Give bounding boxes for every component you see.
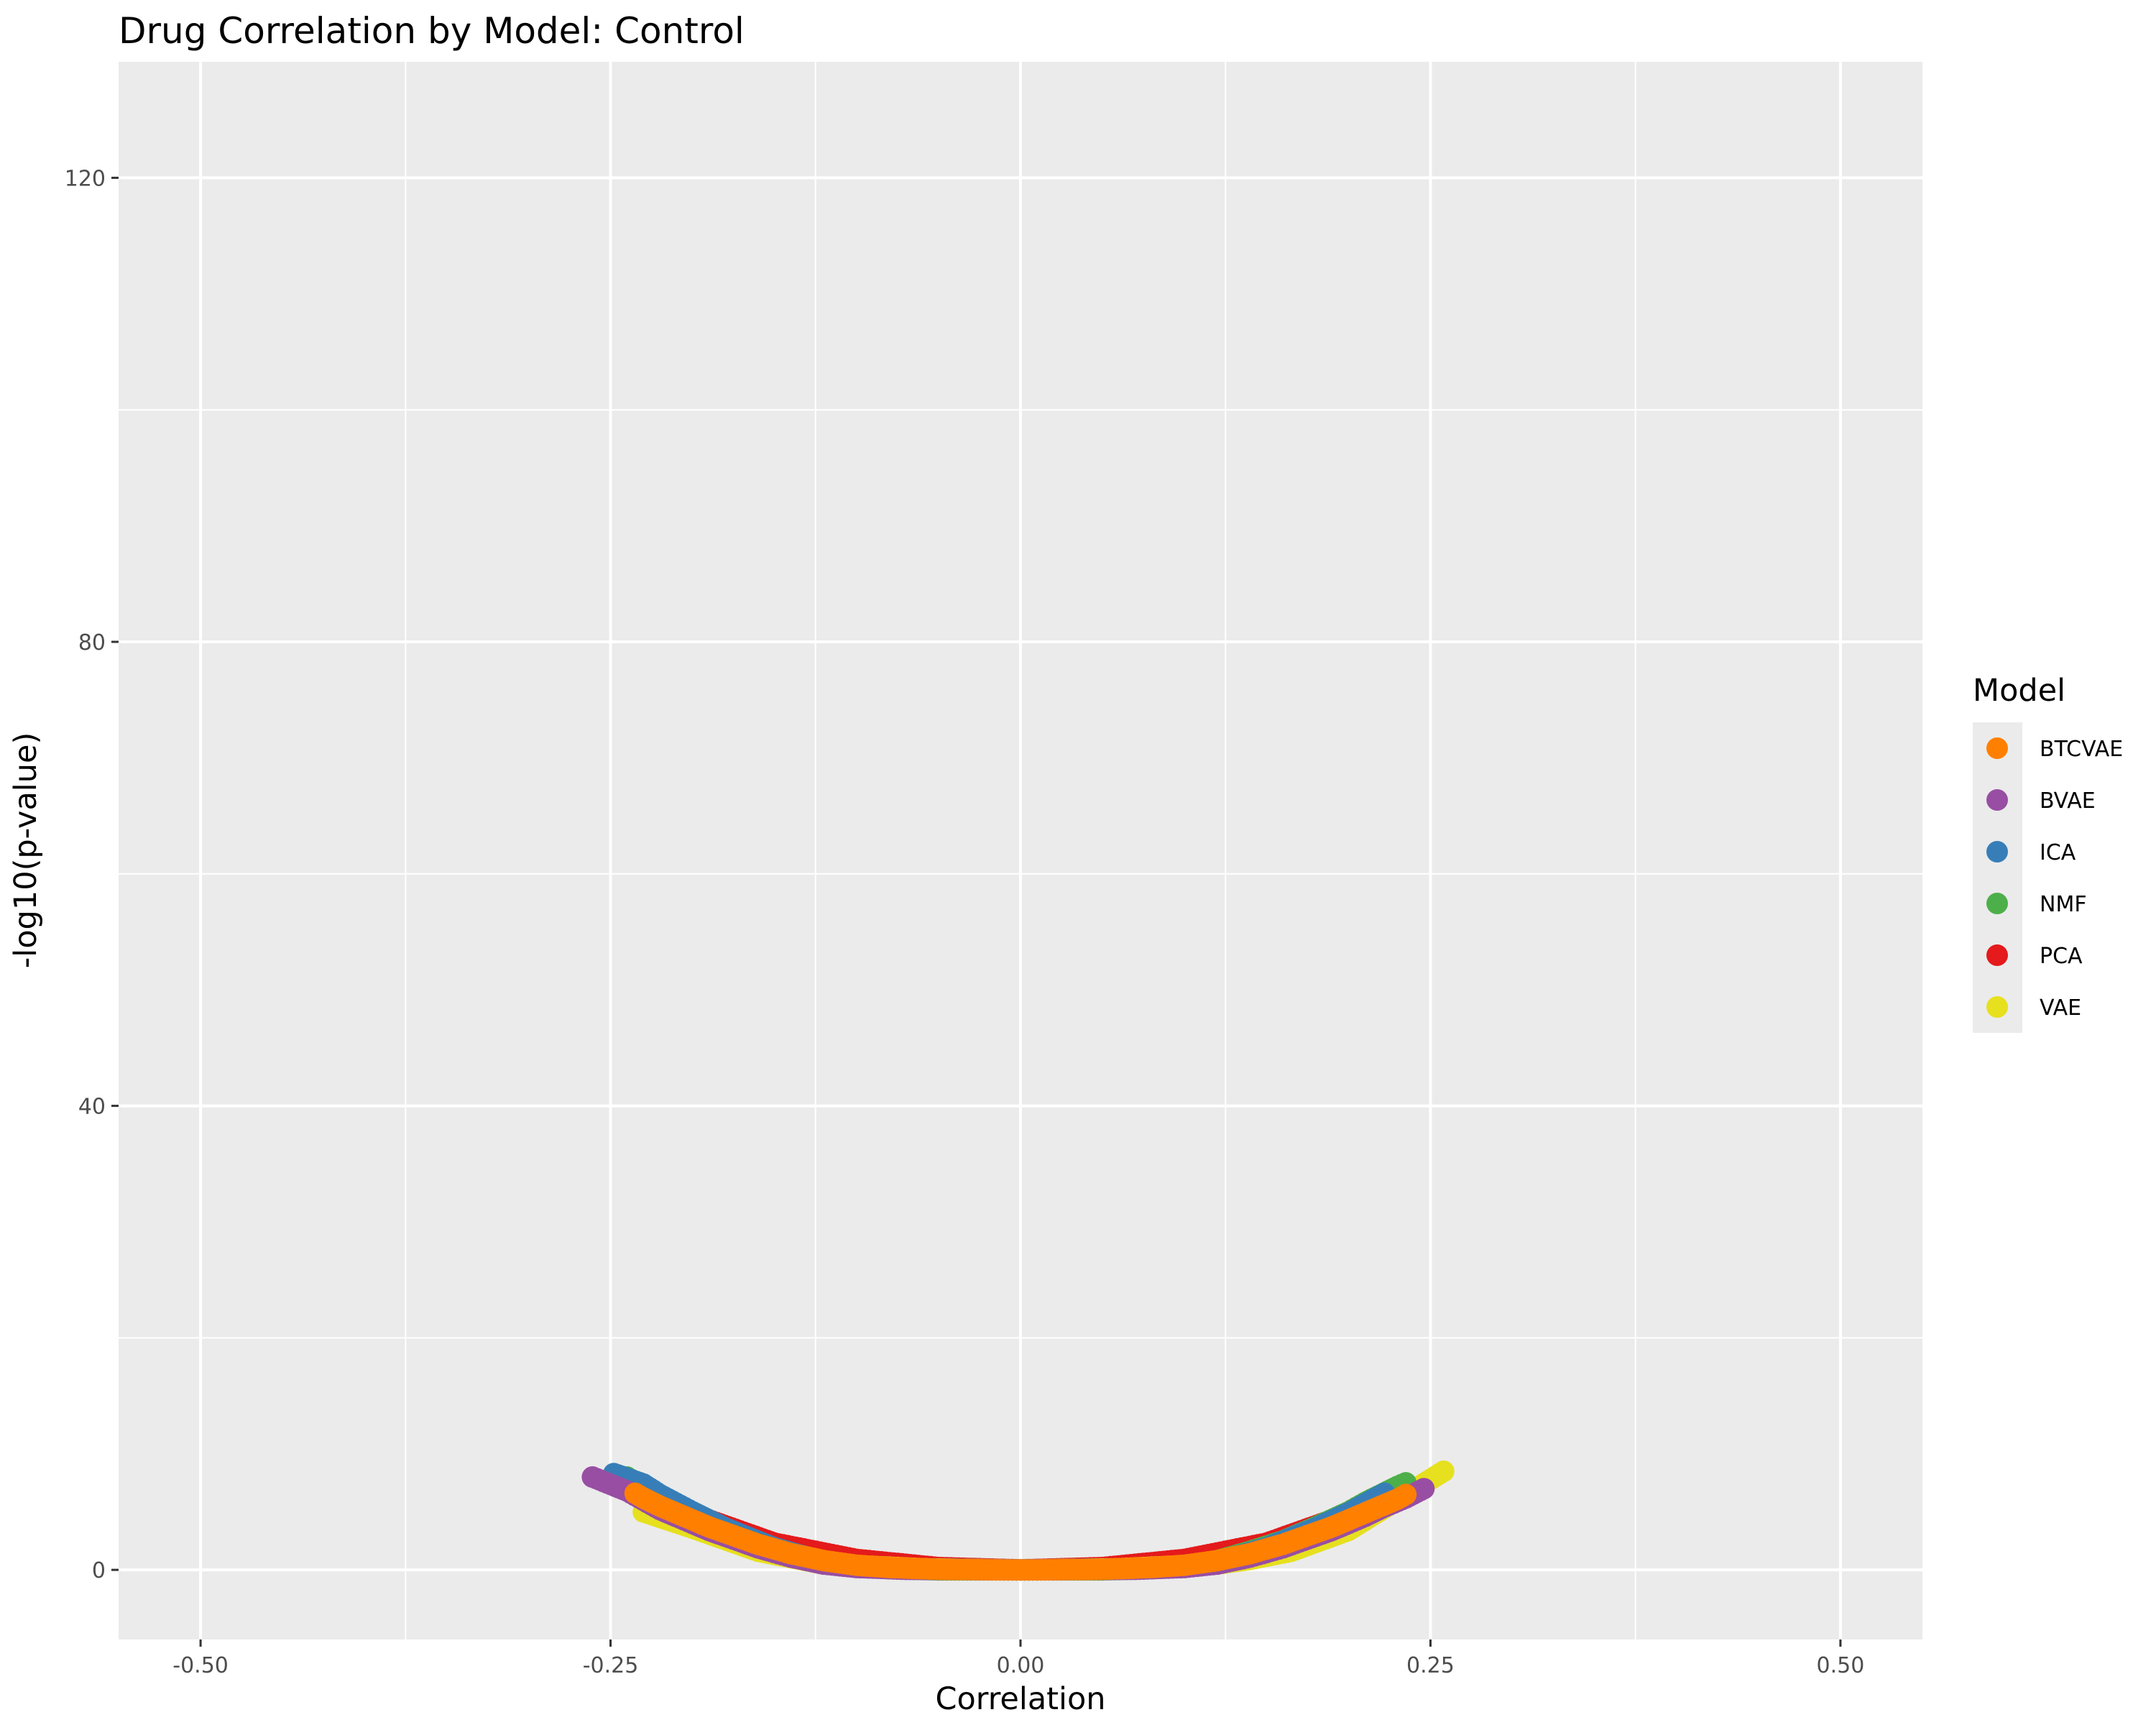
data-points — [581, 1460, 1455, 1581]
legend-key-bvae — [1986, 789, 2008, 811]
legend-key-ica — [1986, 841, 2008, 862]
y-axis-title: -log10(p-value) — [8, 732, 44, 968]
legend-label-bvae: BVAE — [2040, 788, 2096, 814]
legend-key-btcvae — [1986, 737, 2008, 759]
legend-title: Model — [1973, 673, 2065, 709]
legend-label-ica: ICA — [2040, 840, 2076, 865]
legend-label-pca: PCA — [2040, 944, 2083, 969]
legend-label-nmf: NMF — [2040, 892, 2087, 917]
legend-key-background — [1973, 722, 2022, 1033]
y-axis: 0 40 80 120 — [65, 166, 119, 1583]
data-point — [1395, 1484, 1417, 1506]
y-tick-label: 120 — [65, 166, 106, 191]
series-btcvae — [624, 1482, 1417, 1581]
legend-label-vae: VAE — [2040, 995, 2081, 1021]
data-point — [1413, 1478, 1435, 1500]
y-tick-label: 80 — [78, 630, 106, 656]
y-tick-label: 0 — [92, 1558, 106, 1583]
x-axis-title: Correlation — [935, 1681, 1105, 1717]
chart-title: Drug Correlation by Model: Control — [119, 10, 745, 52]
x-tick-label: 0.00 — [997, 1653, 1045, 1678]
y-tick-label: 40 — [78, 1095, 106, 1120]
x-tick-label: -0.25 — [583, 1653, 639, 1678]
legend-label-btcvae: BTCVAE — [2040, 737, 2123, 762]
legend-key-nmf — [1986, 893, 2008, 914]
data-point — [1432, 1460, 1455, 1482]
x-tick-label: 0.25 — [1406, 1653, 1455, 1678]
x-axis: -0.50 -0.25 0.00 0.25 0.50 — [172, 1639, 1864, 1678]
x-tick-label: -0.50 — [172, 1653, 229, 1678]
x-tick-label: 0.50 — [1817, 1653, 1865, 1678]
grid-major — [119, 62, 1922, 1639]
legend-key-pca — [1986, 944, 2008, 966]
legend-key-vae — [1986, 996, 2008, 1018]
legend: Model BTCVAE BVAE ICA NMF PCA VAE — [1973, 673, 2123, 1033]
